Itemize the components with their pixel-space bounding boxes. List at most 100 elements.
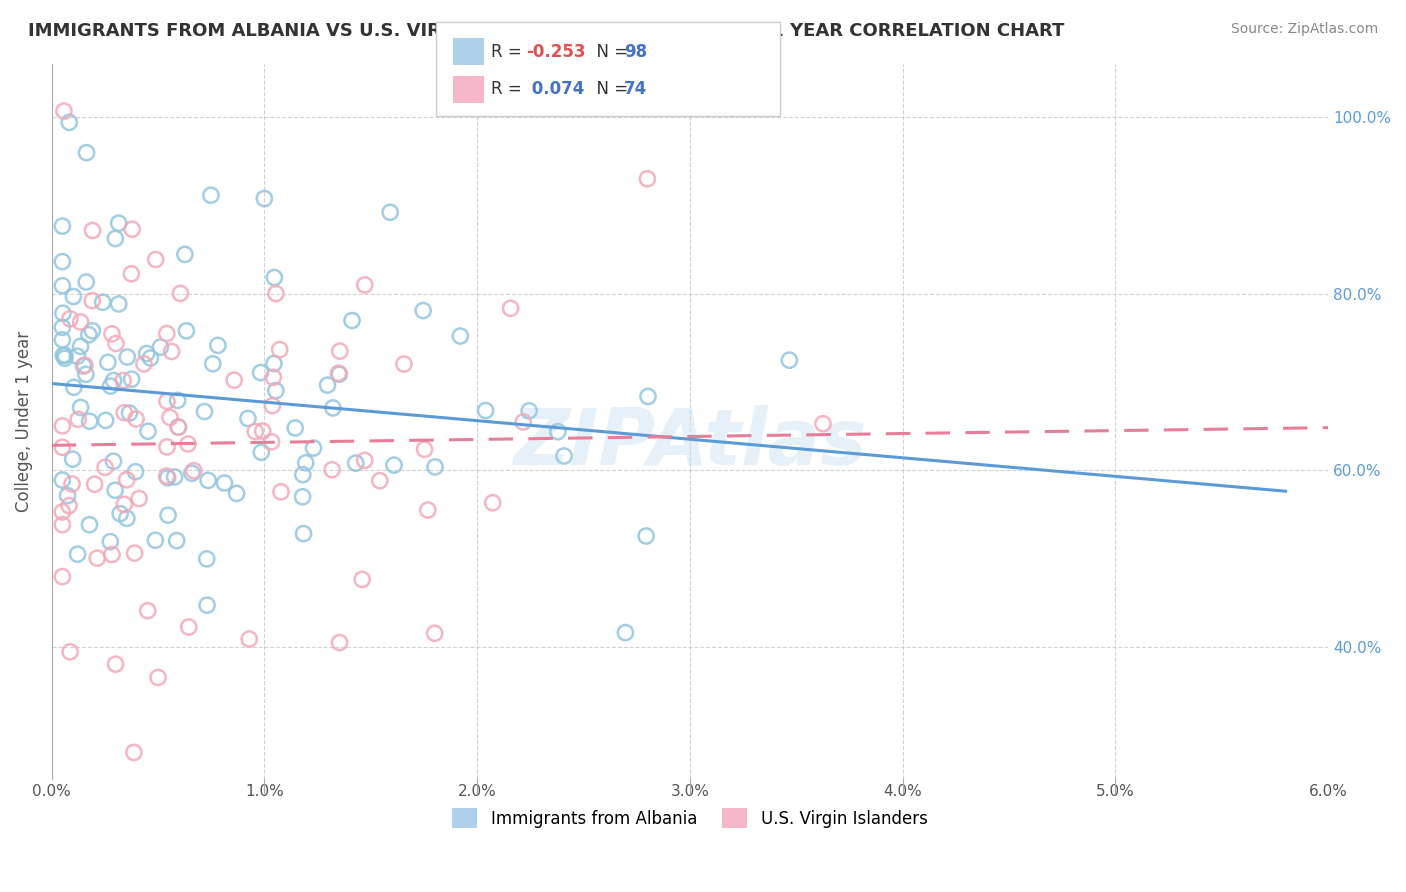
Point [547, 425, 569, 439]
Point [353, 277, 375, 292]
Point [98, 534, 121, 549]
Point [249, 366, 271, 380]
Point [302, 441, 325, 455]
Point [104, 483, 127, 498]
Point [481, 496, 503, 510]
Point [156, 469, 179, 483]
Point [316, 378, 339, 392]
Point [392, 357, 415, 371]
Point [139, 351, 162, 365]
Point [82, 223, 104, 237]
Point [52, 306, 75, 320]
Point [118, 406, 141, 420]
Point [124, 546, 146, 560]
Point [76, 145, 98, 160]
Point [160, 344, 183, 359]
Point [66, 349, 89, 363]
Point [156, 394, 179, 409]
Point [51, 320, 73, 334]
Point [423, 459, 446, 474]
Point [145, 533, 167, 548]
Point [163, 470, 186, 484]
Point [264, 384, 287, 398]
Point [128, 491, 150, 506]
Point [121, 372, 143, 386]
Point [136, 604, 159, 618]
Point [77, 327, 100, 342]
Point [284, 421, 307, 435]
Point [156, 440, 179, 454]
Point [214, 476, 236, 491]
Point [340, 313, 363, 327]
Point [94, 460, 117, 475]
Point [416, 503, 439, 517]
Point [238, 632, 260, 646]
Text: -0.253: -0.253 [526, 43, 585, 61]
Y-axis label: College, Under 1 year: College, Under 1 year [15, 331, 32, 512]
Point [82, 293, 104, 308]
Point [270, 484, 292, 499]
Point [63, 380, 86, 394]
Text: N =: N = [586, 43, 634, 61]
Point [112, 406, 135, 420]
Point [136, 425, 159, 439]
Point [344, 456, 367, 470]
Point [97, 355, 120, 369]
Point [73, 358, 96, 372]
Point [60, 477, 83, 491]
Point [614, 625, 637, 640]
Point [51, 440, 73, 454]
Point [132, 357, 155, 371]
Point [52, 104, 75, 119]
Point [499, 301, 522, 316]
Point [94, 413, 117, 427]
Point [120, 267, 142, 281]
Point [62, 289, 84, 303]
Point [51, 254, 73, 268]
Point [145, 252, 167, 267]
Point [778, 353, 800, 368]
Point [104, 231, 127, 245]
Point [107, 297, 129, 311]
Text: Source: ZipAtlas.com: Source: ZipAtlas.com [1230, 22, 1378, 37]
Point [69, 315, 91, 329]
Point [183, 464, 205, 478]
Point [157, 508, 180, 523]
Point [263, 270, 285, 285]
Point [292, 526, 315, 541]
Point [53, 351, 76, 366]
Point [59, 311, 82, 326]
Point [91, 295, 114, 310]
Point [108, 507, 131, 521]
Point [156, 326, 179, 341]
Point [329, 635, 352, 649]
Point [195, 552, 218, 566]
Point [51, 473, 73, 487]
Point [79, 517, 101, 532]
Point [159, 410, 181, 425]
Point [72, 359, 94, 373]
Point [103, 374, 125, 388]
Point [250, 445, 273, 459]
Point [117, 350, 139, 364]
Point [368, 474, 391, 488]
Point [167, 420, 190, 434]
Point [291, 490, 314, 504]
Point [177, 620, 200, 634]
Point [294, 456, 316, 470]
Point [200, 188, 222, 202]
Point [52, 348, 75, 362]
Point [264, 286, 287, 301]
Point [112, 497, 135, 511]
Point [51, 219, 73, 234]
Point [636, 529, 658, 543]
Point [107, 216, 129, 230]
Point [811, 417, 834, 431]
Point [125, 412, 148, 426]
Point [201, 357, 224, 371]
Point [104, 657, 127, 672]
Point [86, 551, 108, 566]
Point [79, 414, 101, 428]
Point [252, 424, 274, 438]
Point [328, 366, 350, 380]
